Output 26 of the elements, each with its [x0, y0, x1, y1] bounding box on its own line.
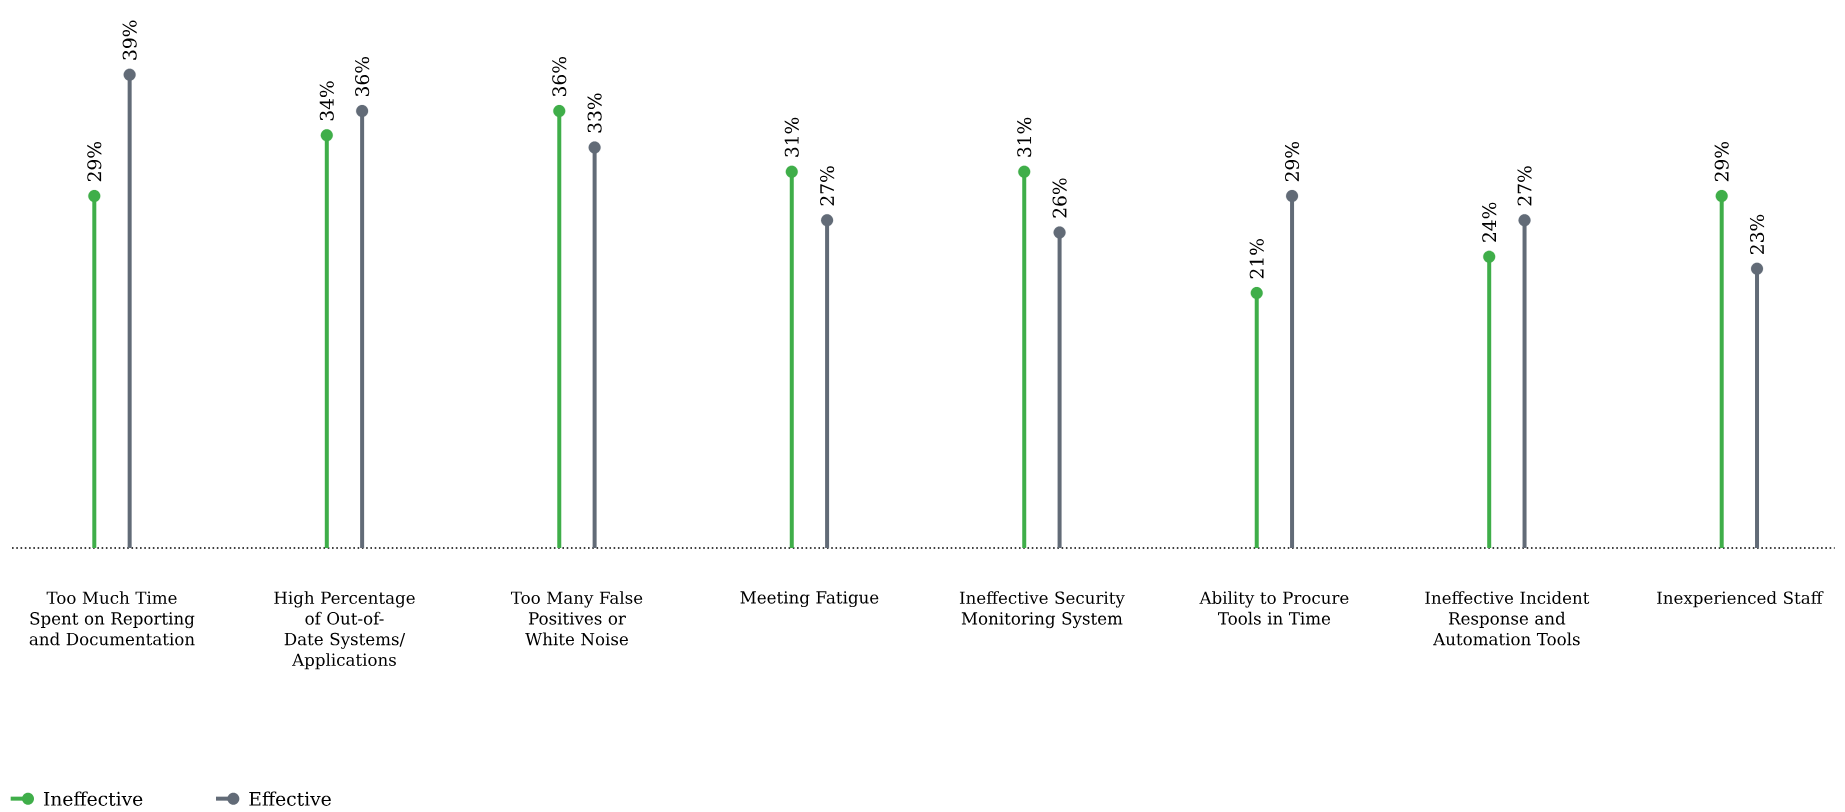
- data-label: 31%: [1017, 117, 1032, 157]
- data-label: 23%: [1749, 214, 1765, 254]
- data-label: 29%: [1714, 141, 1729, 182]
- x-tick-label: High Percentage of Out-of-Date Systems/ Applications: [274, 591, 415, 670]
- data-label: 36%: [552, 57, 567, 97]
- data-label: 24%: [1482, 202, 1497, 242]
- data-label: 33%: [587, 93, 602, 133]
- data-label: 29%: [87, 141, 102, 182]
- data-label: 39%: [122, 20, 137, 60]
- x-tick-label: Inexperienced Staff: [1657, 591, 1824, 608]
- data-label: 26%: [1052, 178, 1067, 218]
- x-tick-label: Ineffective Security Monitoring System: [959, 591, 1125, 629]
- data-label: 31%: [784, 117, 799, 157]
- data-label: 29%: [1284, 141, 1300, 182]
- x-tick-label: Ability to Procure Tools in Time: [1199, 591, 1349, 625]
- x-tick-label: Too Many False Positives or White Noise: [510, 591, 643, 646]
- legend-label: Ineffective: [43, 791, 143, 806]
- data-label: 36%: [355, 57, 370, 97]
- data-label: 34%: [319, 81, 334, 121]
- data-label: 27%: [1517, 166, 1532, 206]
- legend-label: Effective: [249, 791, 331, 806]
- x-tick-label: Ineffective Incident Response and Automation Tools: [1425, 591, 1590, 646]
- data-label: 21%: [1249, 239, 1264, 279]
- data-label: 27%: [820, 166, 835, 206]
- x-tick-label: Too Much Time Spent on Reporting and Documentation: [29, 591, 195, 646]
- x-tick-label: Meeting Fatigue: [740, 591, 879, 608]
